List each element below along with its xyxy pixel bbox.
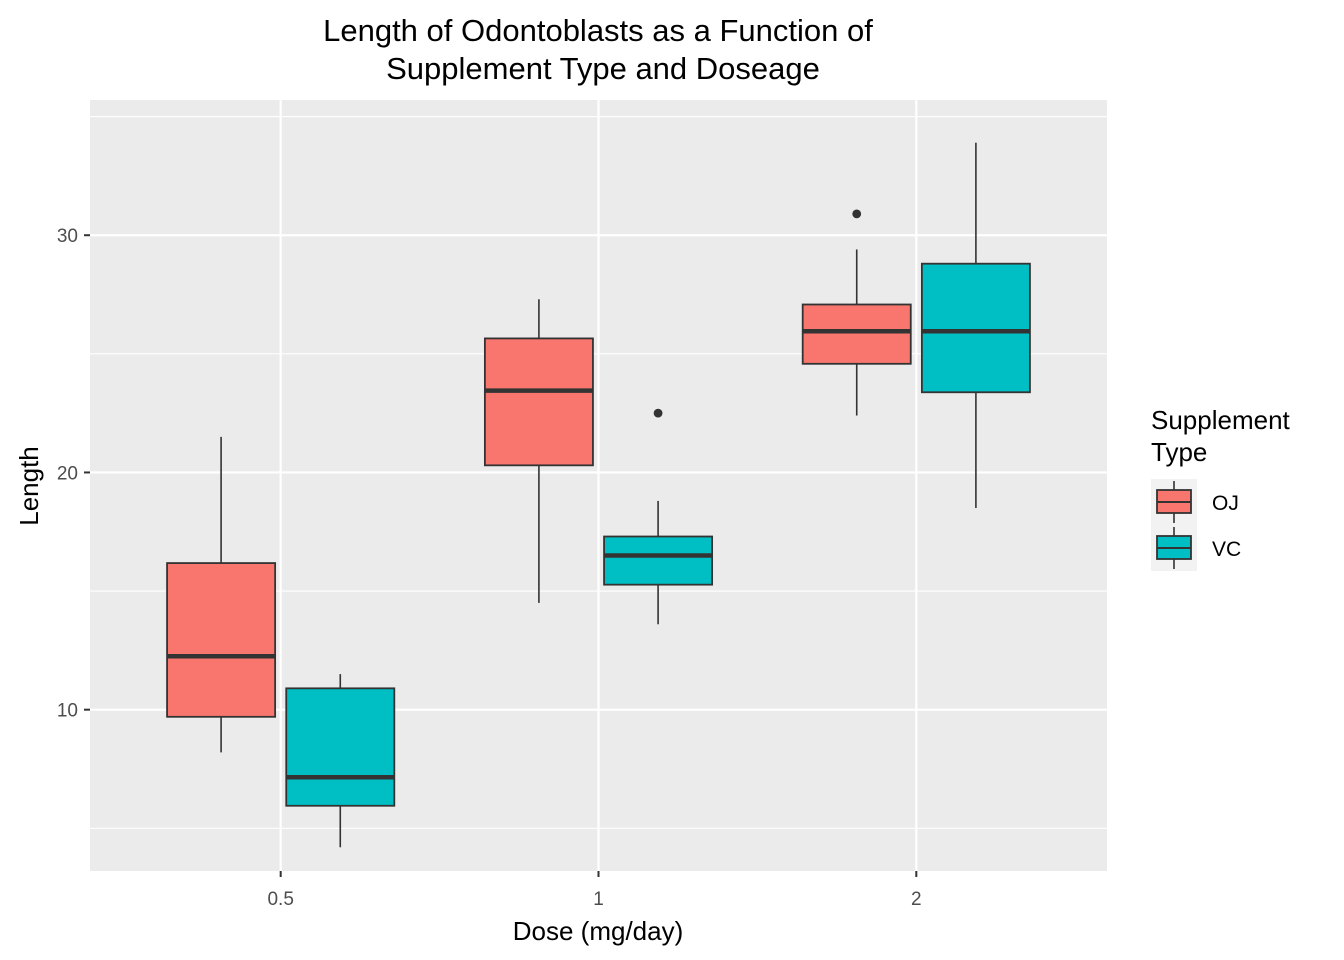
chart-title-line-2: Supplement Type and Doseage (386, 51, 820, 86)
box-body (603, 535, 714, 586)
legend-keys: OJ VC (1151, 479, 1241, 571)
box-body (166, 562, 277, 718)
y-axis-title: Length (14, 446, 44, 526)
y-tick-label: 10 (57, 701, 78, 722)
box-vc-1 (603, 408, 714, 625)
outlier-point (653, 408, 663, 418)
outlier-point (852, 209, 862, 219)
box-vc-2 (920, 142, 1031, 509)
legend-title-line-1: Supplement (1151, 405, 1291, 435)
box-body (920, 262, 1031, 394)
box-body (285, 687, 396, 807)
chart-title: Length of Odontoblasts as a Function of … (323, 13, 873, 86)
grid-lines (90, 100, 1107, 871)
legend-key-vc: VC (1151, 525, 1241, 571)
box-oj-0.5 (166, 436, 277, 753)
box-oj-1 (483, 299, 594, 603)
x-tick-label: 1 (593, 889, 604, 910)
legend: Supplement Type OJ VC (1151, 405, 1291, 571)
x-axis: 0.5 1 2 (267, 871, 922, 910)
chart-title-line-1: Length of Odontoblasts as a Function of (323, 13, 873, 48)
legend-key-oj: OJ (1151, 479, 1239, 525)
y-tick-label: 30 (57, 226, 78, 247)
y-tick-label: 20 (57, 463, 78, 484)
box-series (166, 142, 1031, 848)
box-body (483, 337, 594, 467)
legend-label-oj: OJ (1212, 492, 1239, 515)
y-axis: 10 20 30 (57, 226, 90, 722)
box-body (801, 303, 912, 365)
legend-label-vc: VC (1212, 538, 1241, 561)
legend-title-line-2: Type (1151, 437, 1207, 467)
x-axis-title: Dose (mg/day) (513, 916, 684, 946)
box-vc-0.5 (285, 674, 396, 848)
box-oj-2 (801, 209, 912, 416)
x-tick-label: 2 (911, 889, 922, 910)
x-tick-label: 0.5 (267, 889, 293, 910)
